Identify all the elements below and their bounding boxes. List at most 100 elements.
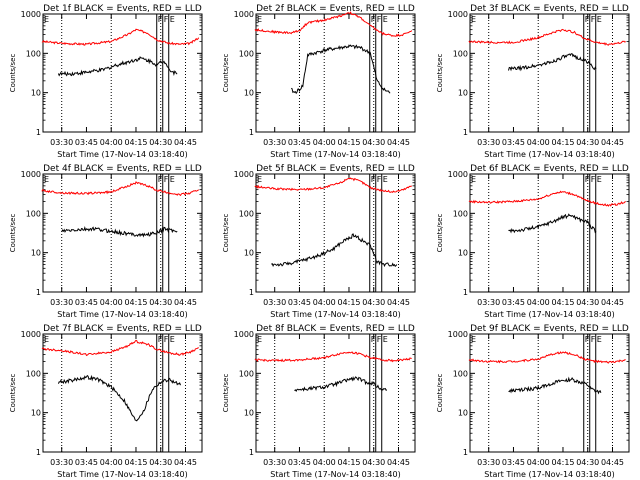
x-tick-label: 04:45 xyxy=(601,298,624,307)
panel-det-9: Det 9f BLACK = Events, RED = LLD Counts/s… xyxy=(436,324,630,479)
panel-det-6: Det 6f BLACK = Events, RED = LLD Counts/s… xyxy=(436,164,630,319)
flag-label: F xyxy=(585,335,590,344)
flag-label-left: E xyxy=(44,15,49,24)
panel-det-1: Det 1f BLACK = Events, RED = LLD Counts/s… xyxy=(9,4,203,159)
y-tick-label: 1 xyxy=(36,448,41,457)
y-axis-label: Counts/sec xyxy=(436,54,444,93)
flag-label: E xyxy=(170,175,175,184)
series-events xyxy=(294,376,388,393)
series-lld xyxy=(254,177,413,193)
flag-label: F xyxy=(158,15,163,24)
series-events xyxy=(61,226,178,238)
panel-title: Det 5f BLACK = Events, RED = LLD xyxy=(256,164,415,174)
y-tick-label: 1 xyxy=(36,128,41,137)
plot-frame xyxy=(469,173,630,293)
x-tick-label: 04:45 xyxy=(387,138,410,147)
x-tick-label: 04:45 xyxy=(387,298,410,307)
plot-frame xyxy=(469,333,630,453)
flag-label: F xyxy=(158,175,163,184)
plot-frame xyxy=(255,333,416,453)
y-tick-label: 100 xyxy=(239,49,254,58)
flag-label: F xyxy=(377,335,382,344)
y-axis-label: Counts/sec xyxy=(9,54,17,93)
x-tick-label: 04:30 xyxy=(362,298,385,307)
y-tick-label: 1 xyxy=(36,288,41,297)
x-tick-label: 04:45 xyxy=(174,458,197,467)
flag-label: F xyxy=(158,335,163,344)
y-tick-label: 10 xyxy=(458,89,468,98)
panel-title: Det 7f BLACK = Events, RED = LLD xyxy=(43,324,202,334)
flag-label: F xyxy=(585,15,590,24)
flag-label-left: E xyxy=(44,175,49,184)
flag-label: F xyxy=(591,335,596,344)
y-tick-label: 100 xyxy=(453,49,468,58)
panel-title: Det 2f BLACK = Events, RED = LLD xyxy=(256,4,415,14)
series-lld xyxy=(254,351,412,363)
y-axis-label: Counts/sec xyxy=(9,214,17,253)
flag-label: E xyxy=(383,15,388,24)
panel-det-8: Det 8f BLACK = Events, RED = LLD Counts/s… xyxy=(222,324,416,479)
x-tick-label: 03:45 xyxy=(502,458,525,467)
panel-det-3: Det 3f BLACK = Events, RED = LLD Counts/s… xyxy=(436,4,630,159)
panel-title: Det 4f BLACK = Events, RED = LLD xyxy=(43,164,202,174)
flag-label: F xyxy=(164,335,169,344)
flag-label: E xyxy=(170,335,175,344)
flag-label: F xyxy=(371,335,376,344)
y-tick-label: 100 xyxy=(26,49,41,58)
y-tick-label: 100 xyxy=(239,209,254,218)
y-tick-label: 1000 xyxy=(234,10,254,19)
x-tick-label: 03:30 xyxy=(263,458,286,467)
x-tick-label: 03:45 xyxy=(288,138,311,147)
flag-label: E xyxy=(597,335,602,344)
flag-label: E xyxy=(597,175,602,184)
flag-label: F xyxy=(371,175,376,184)
series-lld xyxy=(468,351,626,364)
y-axis-label: Counts/sec xyxy=(436,214,444,253)
y-axis-label: Counts/sec xyxy=(436,374,444,413)
y-tick-label: 100 xyxy=(453,209,468,218)
plot-frame xyxy=(42,13,203,133)
x-tick-label: 03:30 xyxy=(50,138,73,147)
x-tick-label: 04:00 xyxy=(527,458,550,467)
x-tick-label: 04:00 xyxy=(100,458,123,467)
series-events xyxy=(508,213,597,234)
x-tick-label: 04:00 xyxy=(527,138,550,147)
y-axis-label: Counts/sec xyxy=(222,214,230,253)
x-axis-label: Start Time (17-Nov-14 03:18:40) xyxy=(484,470,614,479)
y-axis-label: Counts/sec xyxy=(9,374,17,413)
x-tick-label: 04:15 xyxy=(124,138,147,147)
panel-title: Det 3f BLACK = Events, RED = LLD xyxy=(470,4,629,14)
x-tick-label: 04:45 xyxy=(601,458,624,467)
flag-label: F xyxy=(371,15,376,24)
x-tick-label: 03:30 xyxy=(50,298,73,307)
series-lld xyxy=(254,11,413,37)
y-tick-label: 1000 xyxy=(21,10,41,19)
panel-title: Det 9f BLACK = Events, RED = LLD xyxy=(470,324,629,334)
x-tick-label: 03:30 xyxy=(50,458,73,467)
y-tick-label: 1 xyxy=(249,128,254,137)
x-axis-label: Start Time (17-Nov-14 03:18:40) xyxy=(57,150,187,159)
flag-label-left: E xyxy=(257,175,262,184)
x-tick-label: 04:30 xyxy=(362,458,385,467)
series-events xyxy=(508,376,602,395)
panel-title: Det 1f BLACK = Events, RED = LLD xyxy=(43,4,202,14)
flag-label: F xyxy=(377,15,382,24)
y-tick-label: 1 xyxy=(249,288,254,297)
series-lld xyxy=(468,28,627,46)
x-tick-label: 03:45 xyxy=(288,298,311,307)
x-tick-label: 04:15 xyxy=(337,458,360,467)
x-tick-label: 04:15 xyxy=(551,298,574,307)
series-lld xyxy=(41,28,200,46)
y-tick-label: 100 xyxy=(453,369,468,378)
flag-label: F xyxy=(591,15,596,24)
flag-label: F xyxy=(377,175,382,184)
x-axis-label: Start Time (17-Nov-14 03:18:40) xyxy=(270,470,400,479)
x-tick-label: 03:45 xyxy=(502,138,525,147)
x-tick-label: 04:30 xyxy=(576,298,599,307)
y-tick-label: 1000 xyxy=(234,170,254,179)
x-tick-label: 04:15 xyxy=(551,458,574,467)
x-tick-label: 03:30 xyxy=(477,138,500,147)
x-tick-label: 04:00 xyxy=(313,138,336,147)
x-tick-label: 04:30 xyxy=(149,458,172,467)
